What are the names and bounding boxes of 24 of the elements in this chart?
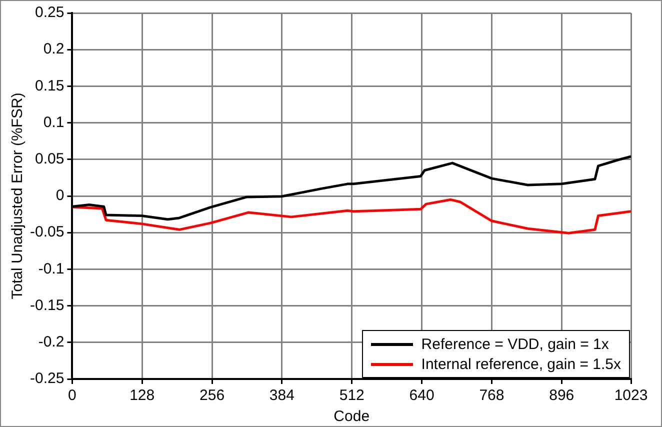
x-tick-label: 512	[339, 387, 364, 404]
x-tick-label: 640	[409, 387, 434, 404]
y-tick-label: -0.1	[38, 260, 64, 278]
x-tick-label: 1023	[614, 387, 648, 404]
y-tick-label: -0.15	[30, 296, 64, 314]
y-tick-label: 0.15	[34, 77, 64, 94]
x-tick-label: 896	[549, 387, 574, 404]
y-tick-label: 0.05	[34, 150, 64, 168]
x-tick-label: 384	[269, 387, 294, 404]
y-tick-label: 0.1	[43, 114, 64, 131]
y-tick-label: -0.05	[30, 224, 64, 241]
legend-label: Reference = VDD, gain = 1x	[421, 336, 609, 352]
x-axis-title: Code	[334, 408, 370, 426]
y-tick-label: -0.25	[30, 370, 64, 388]
x-tick-label: 0	[68, 387, 76, 404]
y-tick-label: 0	[56, 187, 64, 204]
y-tick-label: -0.2	[38, 334, 64, 351]
x-tick-label: 768	[479, 387, 504, 404]
y-tick-label: 0.2	[43, 40, 64, 58]
x-tick-label: 128	[130, 387, 155, 404]
y-tick-label: 0.25	[34, 4, 64, 22]
x-tick-label: 256	[200, 387, 225, 404]
y-axis-title: Total Unadjusted Error (%FSR)	[9, 92, 26, 300]
legend-label: Internal reference, gain = 1.5x	[421, 356, 621, 372]
